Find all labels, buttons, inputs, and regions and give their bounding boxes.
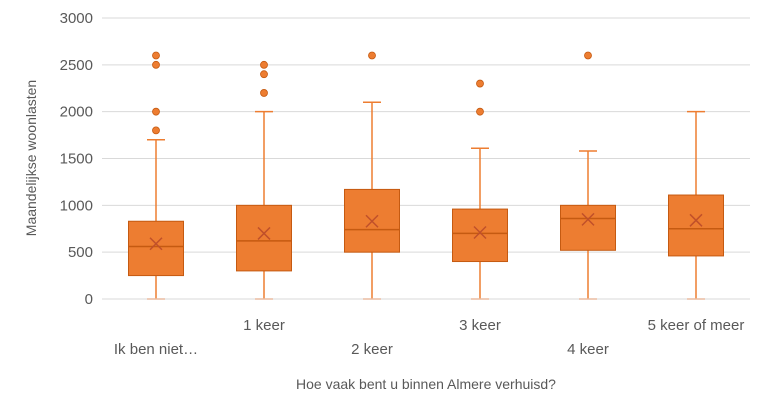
x-tick-label: 3 keer [459,317,501,334]
iqr-box [452,208,508,263]
mean-marker [473,225,487,240]
x-tick-label: 1 keer [243,317,285,334]
outlier-point [260,89,268,97]
mean-marker [257,226,271,240]
outlier-point [476,107,484,116]
x-tick-label: 4 keer [567,341,609,358]
iqr-box [236,204,292,272]
y-tick-label: 1000 [60,197,93,214]
x-tick-label: Ik ben niet… [114,341,198,358]
outlier-point [260,70,268,79]
x-tick-label: 5 keer of meer [648,317,745,334]
outlier-point [368,51,376,60]
box-group [128,51,184,300]
outlier-point [152,126,160,135]
box-group [560,51,616,300]
outlier-point [476,79,484,88]
mean-marker [581,212,595,226]
outlier-point [152,51,160,60]
y-tick-label: 2500 [60,57,93,74]
iqr-box [128,220,184,277]
x-axis-tick-labels: Ik ben niet… 1 keer 2 keer 3 keer 4 keer 5 ke… [114,317,744,358]
mean-marker [689,213,703,227]
y-tick-label: 0 [85,291,93,308]
mean-marker [365,214,379,228]
y-axis-title: Maandelijkse woonlasten [23,80,39,236]
box-series [128,51,724,300]
box-group [668,110,724,300]
outlier-point [584,51,592,60]
outlier-point [152,60,160,69]
box-group [344,51,400,300]
y-tick-label: 500 [68,244,93,261]
box-group [236,60,292,300]
y-tick-label: 1500 [60,151,93,168]
outlier-point [152,107,160,116]
y-tick-label: 3000 [60,10,93,27]
mean-marker [149,237,163,251]
iqr-box [668,194,724,257]
y-tick-label: 2000 [60,104,93,121]
x-tick-label: 2 keer [351,341,393,358]
iqr-box [560,204,616,251]
outlier-point [260,60,268,69]
gridlines [102,17,750,300]
y-axis-tick-labels: 0 500 1000 1500 2000 2500 3000 [60,10,93,308]
box-group [452,79,508,300]
x-axis-title: Hoe vaak bent u binnen Almere verhuisd? [296,376,556,392]
